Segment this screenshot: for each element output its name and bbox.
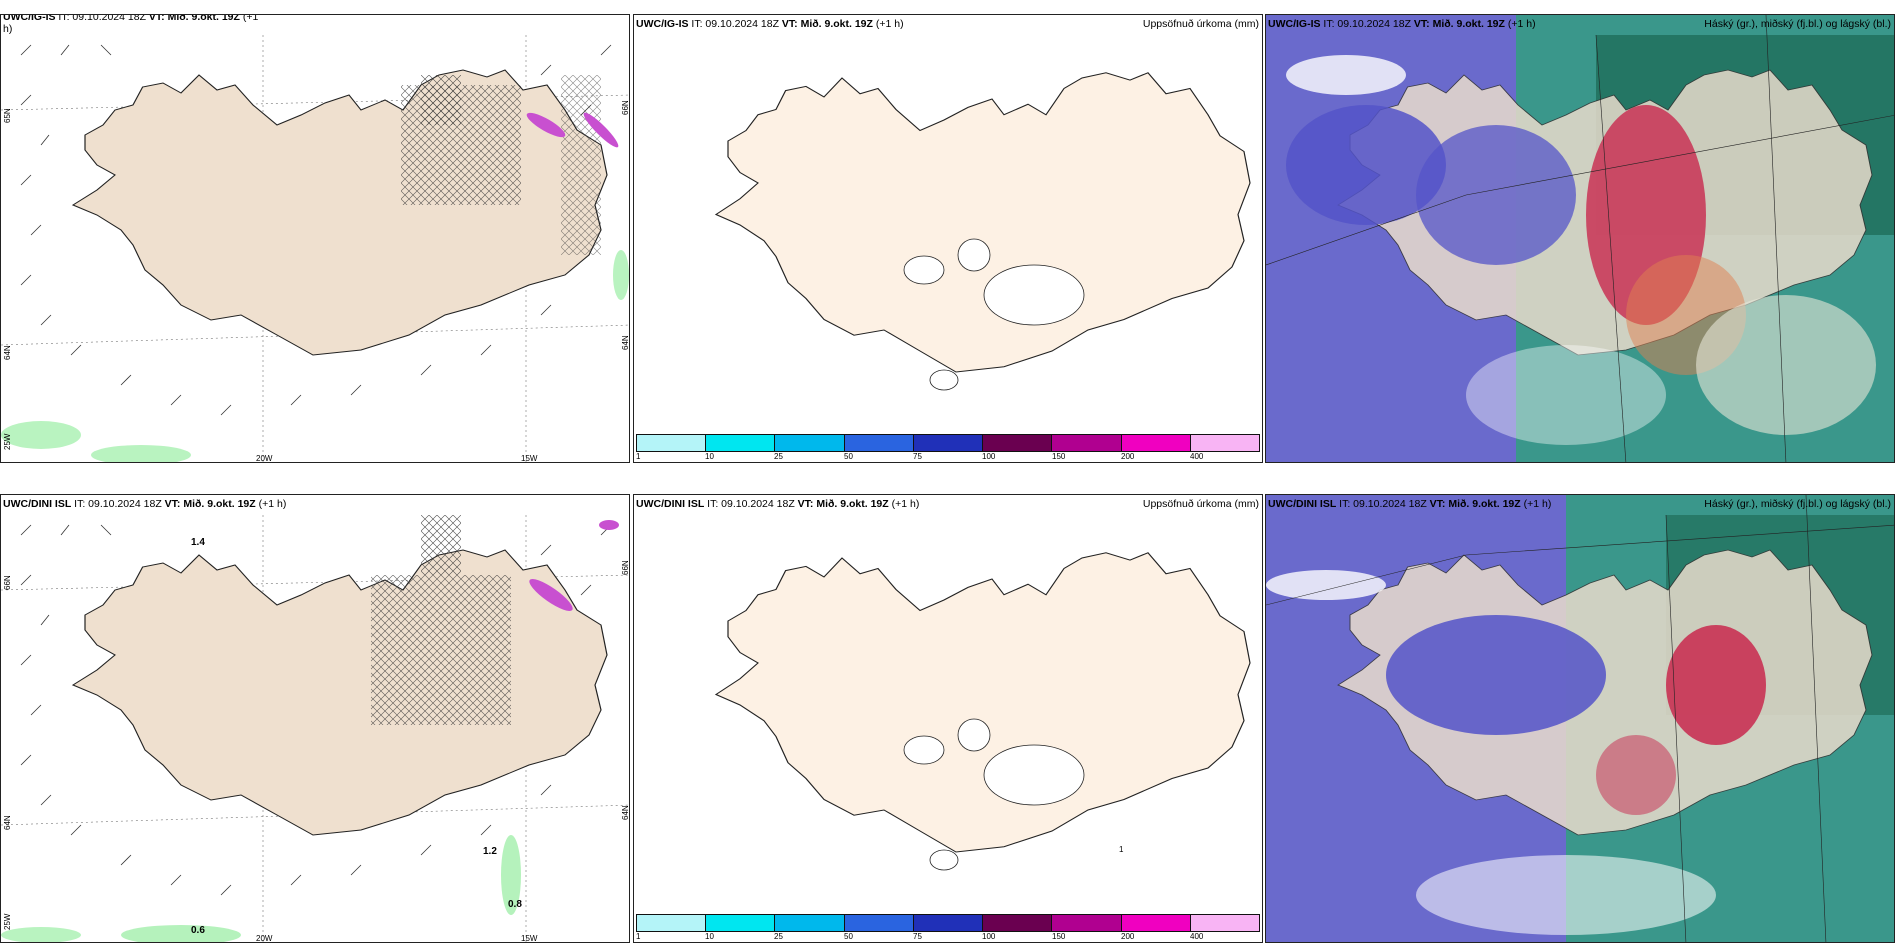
- cloud-panel-subtitle: Háský (gr.), miðský (fj.bl.) og lágský (…: [1704, 498, 1891, 510]
- lat-label: 65N: [3, 108, 12, 123]
- cloud-panel-row1: UWC/IG-IS IT: 09.10.2024 18Z VT: Mið. 9.…: [1265, 14, 1895, 463]
- cloud-map: [1266, 15, 1894, 462]
- colorbar-bin: [1190, 915, 1259, 931]
- precip-panel-title: UWC/DINI ISL IT: 09.10.2024 18Z VT: Mið.…: [636, 498, 920, 510]
- colorbar-bin: [983, 435, 1053, 451]
- colorbar-tick: 10: [705, 452, 714, 461]
- colorbar-bin: [983, 915, 1053, 931]
- lat-label: 64N: [621, 805, 630, 820]
- lon-label: 25W: [3, 433, 12, 450]
- colorbar-tick: 150: [1052, 452, 1066, 461]
- colorbar-bin: [1121, 915, 1191, 931]
- colorbar-bin: [1052, 435, 1122, 451]
- lat-label: 66N: [3, 575, 12, 590]
- cloud-map: [1266, 495, 1894, 942]
- lat-label: 64N: [3, 815, 12, 830]
- lon-label: 25W: [3, 913, 12, 930]
- cloud-panel-row2: UWC/DINI ISL IT: 09.10.2024 18Z VT: Mið.…: [1265, 494, 1895, 943]
- colorbar-tick: 400: [1190, 452, 1204, 461]
- wind-value-label: 1.2: [483, 846, 497, 857]
- cloud-panel-title: UWC/DINI ISL IT: 09.10.2024 18Z VT: Mið.…: [1268, 498, 1552, 510]
- precip-panel-title: UWC/IG-IS IT: 09.10.2024 18Z VT: Mið. 9.…: [636, 18, 904, 30]
- colorbar-bin: [844, 915, 914, 931]
- precip-value-label: 1: [1119, 845, 1124, 854]
- colorbar-tick: 10: [705, 932, 714, 941]
- wind-map: [1, 495, 630, 942]
- colorbar-tick: 100: [982, 932, 996, 941]
- lon-label: 15W: [521, 934, 538, 943]
- precip-panel-subtitle: Uppsöfnuð úrkoma (mm): [1142, 18, 1259, 30]
- wind-panel-row2: UWC/DINI ISL IT: 09.10.2024 18Z VT: Mið.…: [0, 494, 630, 943]
- wind-value-label: 0.8: [508, 899, 522, 910]
- wind-value-label: 1.4: [191, 537, 205, 548]
- wind-panel-title: UWC/IG-IS IT: 09.10.2024 18Z VT: Mið. 9.…: [3, 14, 259, 23]
- colorbar-bin: [706, 435, 776, 451]
- colorbar-bin: [1121, 435, 1191, 451]
- wind-panel-row1: UWC/IG-IS IT: 09.10.2024 18Z VT: Mið. 9.…: [0, 14, 630, 463]
- lat-label: 66N: [621, 560, 630, 575]
- lat-label: 64N: [621, 335, 630, 350]
- lat-label: 66N: [621, 100, 630, 115]
- colorbar-bin: [1190, 435, 1259, 451]
- colorbar-bin: [706, 915, 776, 931]
- precip-colorbar: [636, 914, 1260, 932]
- colorbar-bin: [1052, 915, 1122, 931]
- wind-value-label: 0.6: [191, 925, 205, 936]
- precip-panel-row2: 1 UWC/DINI ISL IT: 09.10.2024 18Z VT: Mi…: [633, 494, 1263, 943]
- colorbar-ticks: 1 10 25 50 75 100 150 200 400: [636, 452, 1260, 462]
- colorbar-tick: 400: [1190, 932, 1204, 941]
- wind-panel-title-wrap: h): [3, 23, 13, 35]
- wind-map: [1, 15, 629, 462]
- precip-map: [715, 552, 1251, 871]
- colorbar-bin: [775, 915, 845, 931]
- precip-panel-row1: UWC/IG-IS IT: 09.10.2024 18Z VT: Mið. 9.…: [633, 14, 1263, 463]
- colorbar-bin: [775, 435, 845, 451]
- precip-map: [715, 72, 1251, 391]
- colorbar-tick: 75: [913, 932, 922, 941]
- lon-label: 20W: [256, 454, 273, 463]
- lon-label: 15W: [521, 454, 538, 463]
- colorbar-bin: [913, 915, 984, 931]
- colorbar-tick: 200: [1121, 932, 1135, 941]
- cloud-panel-subtitle: Háský (gr.), miðský (fj.bl.) og lágský (…: [1704, 18, 1891, 30]
- lat-label: 64N: [3, 345, 12, 360]
- colorbar-tick: 100: [982, 452, 996, 461]
- colorbar-tick: 150: [1052, 932, 1066, 941]
- colorbar-tick: 25: [774, 452, 783, 461]
- precip-colorbar: [636, 434, 1260, 452]
- colorbar-tick: 1: [636, 932, 641, 941]
- colorbar-bin: [913, 435, 984, 451]
- colorbar-bin: [637, 435, 707, 451]
- wind-panel-title: UWC/DINI ISL IT: 09.10.2024 18Z VT: Mið.…: [3, 498, 287, 510]
- colorbar-tick: 25: [774, 932, 783, 941]
- colorbar-bin: [844, 435, 914, 451]
- colorbar-tick: 200: [1121, 452, 1135, 461]
- colorbar-bin: [637, 915, 707, 931]
- colorbar-tick: 75: [913, 452, 922, 461]
- cloud-panel-title: UWC/IG-IS IT: 09.10.2024 18Z VT: Mið. 9.…: [1268, 18, 1536, 30]
- colorbar-ticks: 1 10 25 50 75 100 150 200 400: [636, 932, 1260, 942]
- precip-panel-subtitle: Uppsöfnuð úrkoma (mm): [1142, 498, 1259, 510]
- colorbar-tick: 50: [844, 452, 853, 461]
- colorbar-tick: 50: [844, 932, 853, 941]
- lon-label: 20W: [256, 934, 273, 943]
- colorbar-tick: 1: [636, 452, 641, 461]
